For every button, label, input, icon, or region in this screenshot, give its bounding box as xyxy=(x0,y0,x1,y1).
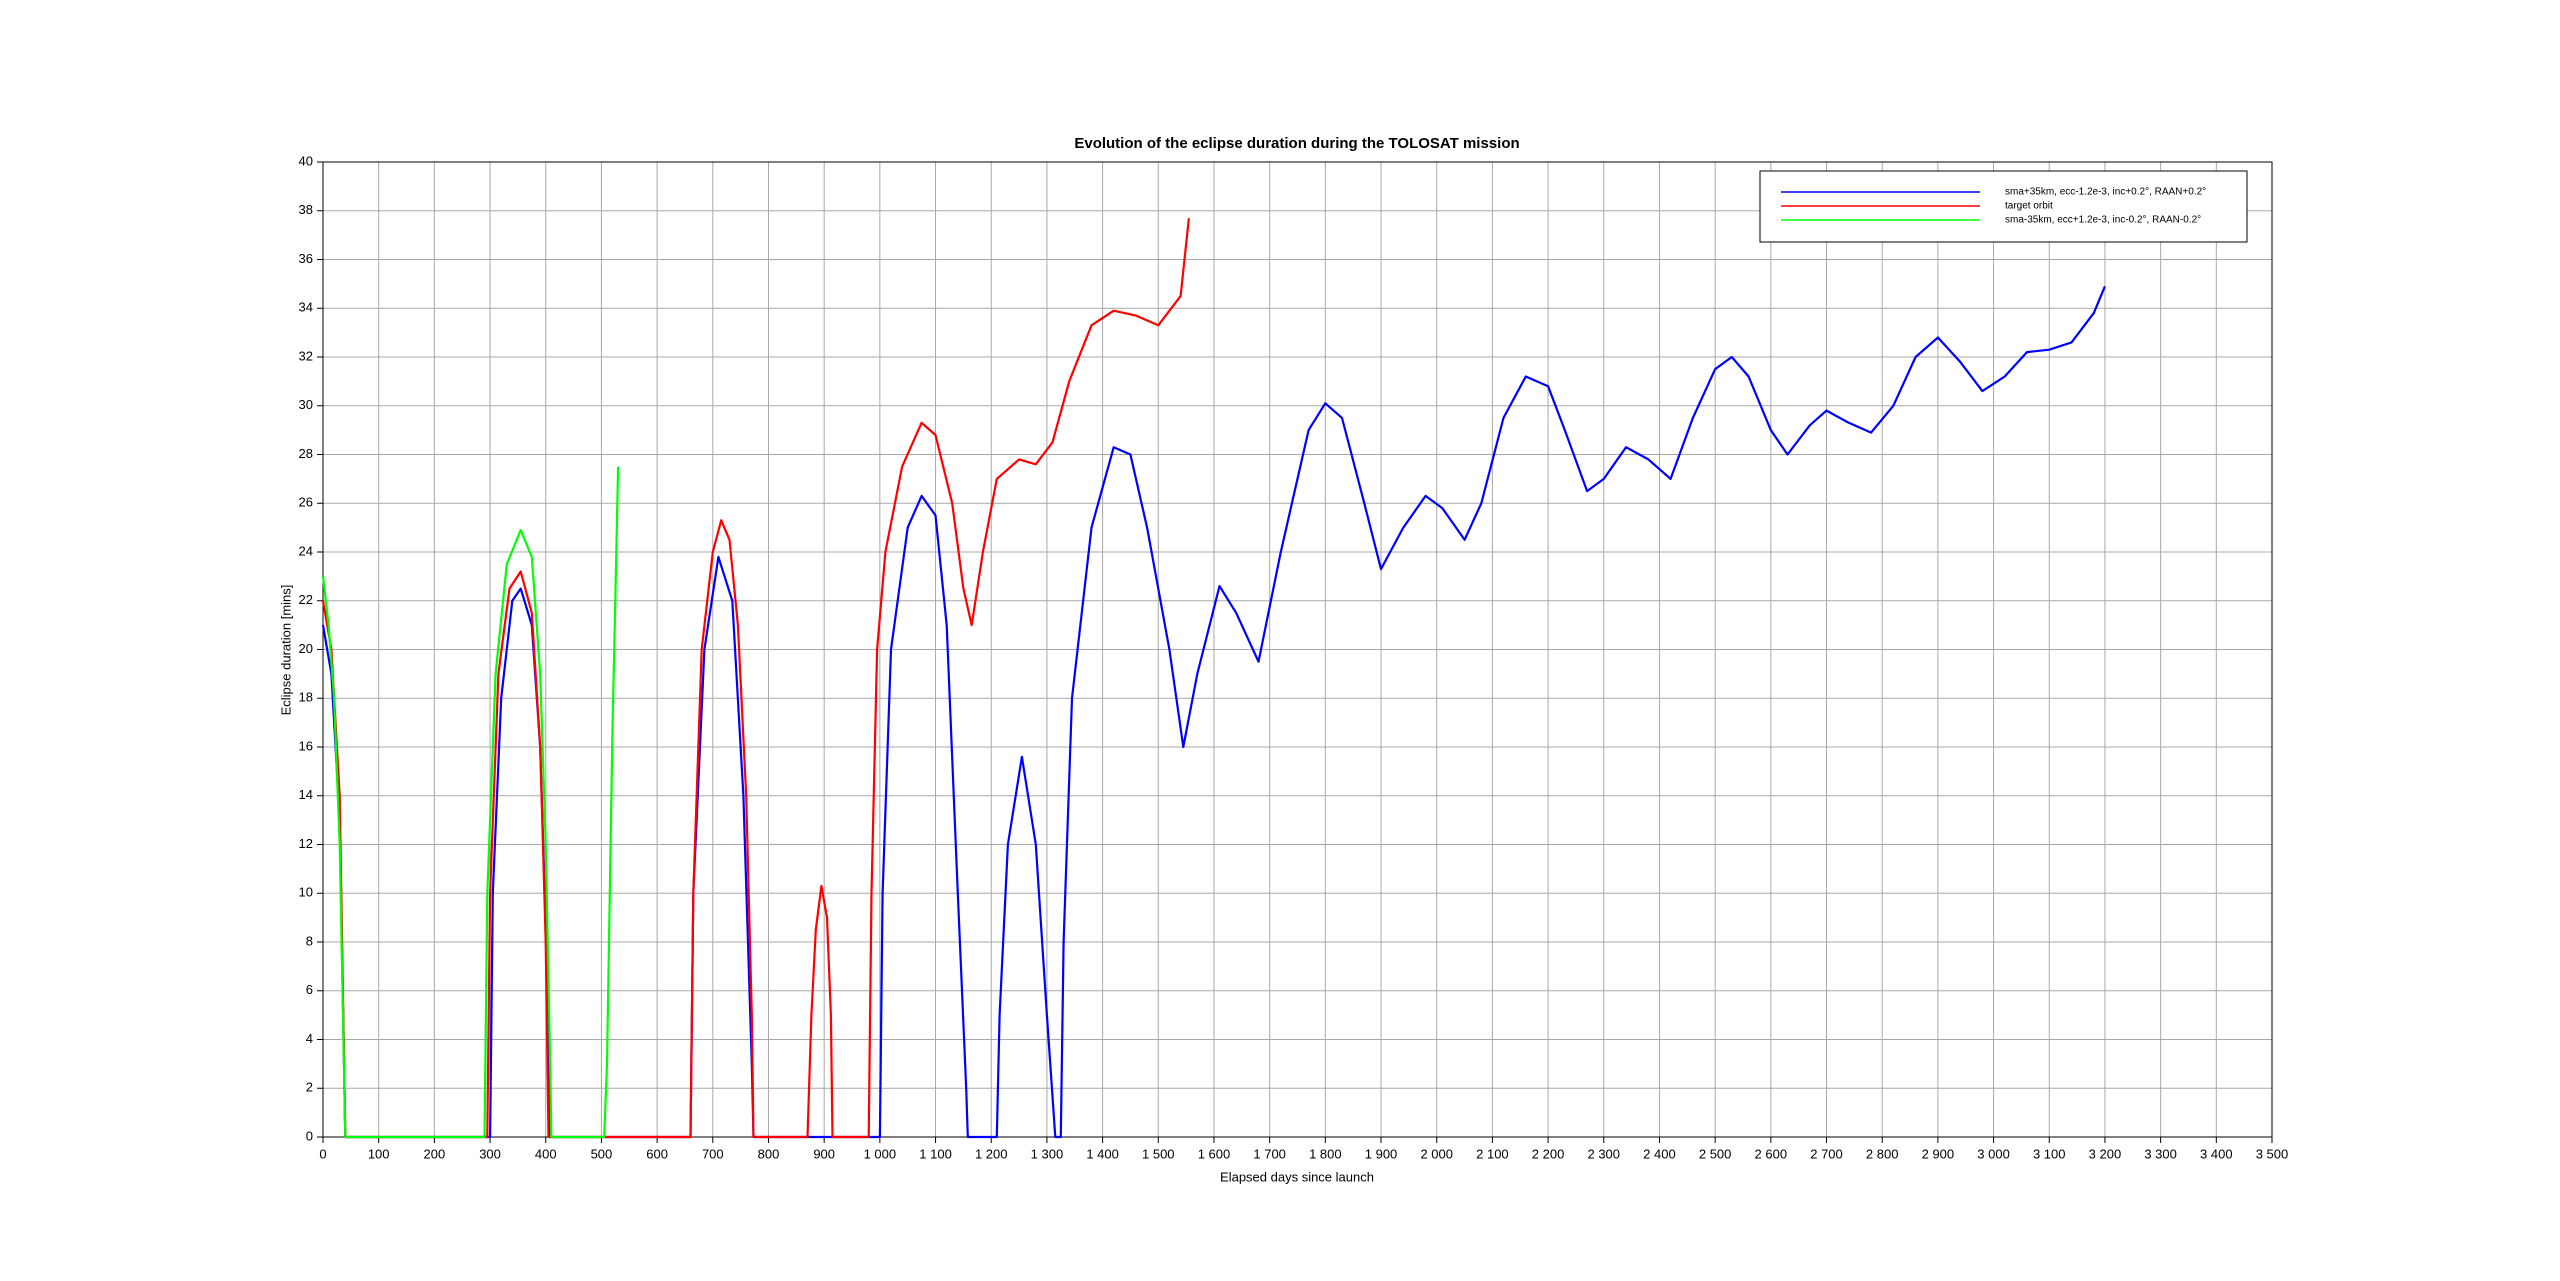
x-tick-label: 3 200 xyxy=(2089,1146,2122,1161)
y-tick-label: 12 xyxy=(299,836,313,851)
x-tick-label: 3 500 xyxy=(2256,1146,2289,1161)
x-tick-label: 1 000 xyxy=(864,1146,897,1161)
x-tick-label: 1 800 xyxy=(1309,1146,1342,1161)
x-tick-label: 900 xyxy=(813,1146,835,1161)
y-tick-label: 16 xyxy=(299,738,313,753)
x-tick-label: 2 900 xyxy=(1922,1146,1955,1161)
x-tick-label: 3 400 xyxy=(2200,1146,2233,1161)
y-tick-label: 34 xyxy=(299,300,313,315)
x-tick-label: 1 300 xyxy=(1031,1146,1064,1161)
x-tick-label: 700 xyxy=(702,1146,724,1161)
y-tick-label: 28 xyxy=(299,446,313,461)
x-tick-label: 1 400 xyxy=(1086,1146,1119,1161)
x-tick-label: 2 300 xyxy=(1587,1146,1620,1161)
x-tick-label: 1 700 xyxy=(1253,1146,1286,1161)
y-tick-label: 40 xyxy=(299,153,313,168)
x-tick-label: 300 xyxy=(479,1146,501,1161)
y-tick-label: 36 xyxy=(299,251,313,266)
legend-label: sma+35km, ecc-1.2e-3, inc+0.2°, RAAN+0.2… xyxy=(2005,187,2206,198)
series-line xyxy=(321,466,620,1139)
x-tick-label: 1 500 xyxy=(1142,1146,1175,1161)
x-tick-label: 2 800 xyxy=(1866,1146,1899,1161)
plot-frame xyxy=(322,161,2273,1138)
legend-label: target orbit xyxy=(2005,201,2053,212)
y-tick-label: 2 xyxy=(306,1080,313,1095)
x-tick-label: 200 xyxy=(424,1146,446,1161)
x-tick-label: 1 900 xyxy=(1365,1146,1398,1161)
y-tick-label: 8 xyxy=(306,933,313,948)
y-tick-label: 22 xyxy=(299,592,313,607)
x-tick-label: 0 xyxy=(319,1146,326,1161)
x-tick-label: 3 100 xyxy=(2033,1146,2066,1161)
y-tick-label: 0 xyxy=(306,1128,313,1143)
y-axis-label: Eclipse duration [mins] xyxy=(278,585,293,716)
x-tick-label: 2 000 xyxy=(1420,1146,1453,1161)
y-tick-label: 10 xyxy=(299,885,313,900)
y-tick-label: 14 xyxy=(299,787,313,802)
x-tick-label: 3 300 xyxy=(2144,1146,2177,1161)
x-axis-label: Elapsed days since launch xyxy=(1220,1169,1374,1184)
y-tick-label: 24 xyxy=(299,543,313,558)
x-tick-label: 2 700 xyxy=(1810,1146,1843,1161)
x-tick-label: 600 xyxy=(646,1146,668,1161)
x-tick-label: 1 600 xyxy=(1198,1146,1231,1161)
y-tick-label: 4 xyxy=(306,1031,313,1046)
legend-label: sma-35km, ecc+1.2e-3, inc-0.2°, RAAN-0.2… xyxy=(2005,215,2201,226)
y-tick-label: 6 xyxy=(306,982,313,997)
y-tick-label: 18 xyxy=(299,690,313,705)
x-tick-label: 2 200 xyxy=(1532,1146,1565,1161)
x-tick-label: 3 000 xyxy=(1977,1146,2010,1161)
y-tick-label: 38 xyxy=(299,202,313,217)
x-tick-label: 500 xyxy=(591,1146,613,1161)
y-tick-label: 26 xyxy=(299,495,313,510)
y-tick-label: 32 xyxy=(299,348,313,363)
series-line xyxy=(321,217,1190,1139)
x-tick-label: 2 100 xyxy=(1476,1146,1509,1161)
x-tick-label: 1 200 xyxy=(975,1146,1008,1161)
x-tick-label: 100 xyxy=(368,1146,390,1161)
x-tick-label: 2 500 xyxy=(1699,1146,1732,1161)
chart-title: Evolution of the eclipse duration during… xyxy=(1074,135,1519,152)
y-tick-label: 30 xyxy=(299,397,313,412)
x-tick-label: 400 xyxy=(535,1146,557,1161)
x-tick-label: 2 600 xyxy=(1755,1146,1788,1161)
x-tick-label: 800 xyxy=(758,1146,780,1161)
y-tick-label: 20 xyxy=(299,641,313,656)
x-tick-label: 2 400 xyxy=(1643,1146,1676,1161)
x-tick-label: 1 100 xyxy=(919,1146,952,1161)
